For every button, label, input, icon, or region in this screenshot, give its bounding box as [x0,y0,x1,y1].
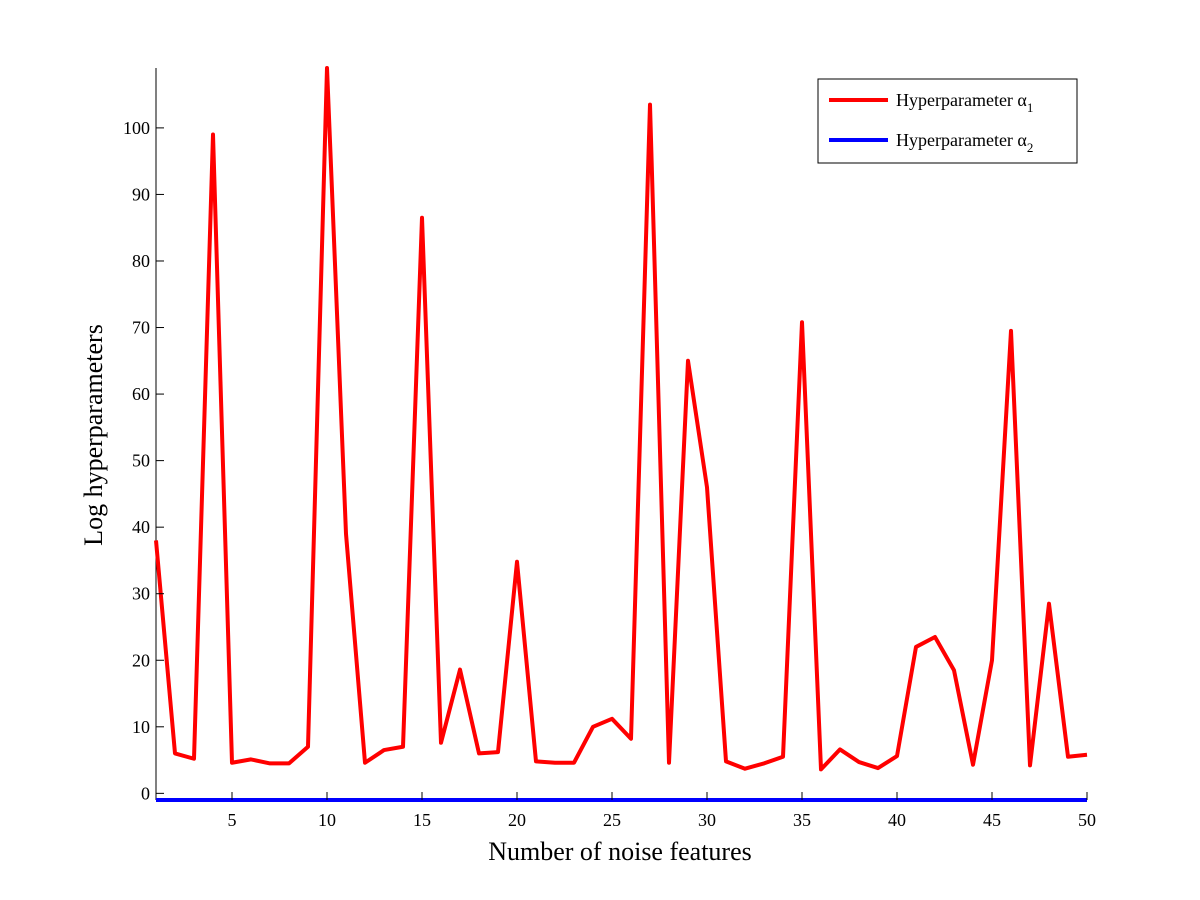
legend: Hyperparameter α1 Hyperparameter α2 [817,78,1078,164]
y-axis-ticks: 0 10 20 30 40 50 60 70 80 90 100 [123,118,164,803]
x-tick-label: 20 [508,810,526,830]
legend-label-alpha1: Hyperparameter α1 [896,90,1033,115]
y-axis-title: Log hyperparameters [79,324,108,546]
y-tick-label: 30 [132,584,150,604]
x-tick-label: 25 [603,810,621,830]
y-tick-label: 100 [123,118,150,138]
x-tick-label: 5 [228,810,237,830]
legend-box [817,78,1078,164]
plot-area [154,66,1088,802]
x-tick-label: 35 [793,810,811,830]
legend-label-alpha2: Hyperparameter α2 [896,130,1033,155]
x-axis-title: Number of noise features [488,837,752,866]
legend-label-alpha2-name: Hyperparameter α [896,130,1027,150]
x-axis-ticks: 5 10 15 20 25 30 35 40 45 50 [228,792,1096,830]
x-tick-label: 10 [318,810,336,830]
x-tick-label: 30 [698,810,716,830]
x-tick-label: 15 [413,810,431,830]
y-tick-label: 60 [132,384,150,404]
x-tick-label: 50 [1078,810,1096,830]
y-tick-label: 70 [132,318,150,338]
legend-label-alpha1-sub: 1 [1027,100,1034,115]
y-tick-label: 20 [132,650,150,670]
y-tick-label: 0 [141,783,150,803]
x-tick-label: 45 [983,810,1001,830]
x-tick-label: 40 [888,810,906,830]
legend-label-alpha1-name: Hyperparameter α [896,90,1027,110]
y-tick-label: 90 [132,184,150,204]
y-tick-label: 50 [132,451,150,471]
y-tick-label: 80 [132,251,150,271]
series-line-alpha1 [154,66,1088,772]
y-tick-label: 40 [132,517,150,537]
legend-label-alpha2-sub: 2 [1027,140,1034,155]
y-tick-label: 10 [132,717,150,737]
